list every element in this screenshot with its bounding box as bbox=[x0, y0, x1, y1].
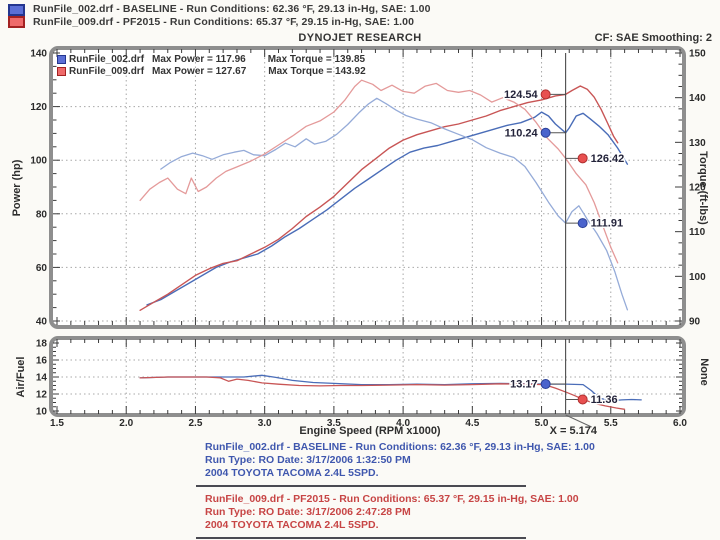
tick-label: 120 bbox=[689, 183, 706, 194]
tick-label: 12 bbox=[36, 390, 48, 401]
curve-pf2015_torque bbox=[139, 79, 619, 264]
curve-baseline_torque bbox=[160, 97, 629, 311]
curve-pf2015_af bbox=[139, 376, 626, 410]
chart-panel bbox=[49, 46, 686, 329]
callout-value-111.91: 111.91 bbox=[591, 218, 623, 230]
tick-label: 100 bbox=[689, 272, 706, 283]
callout-dot-11.36 bbox=[577, 394, 588, 405]
plot-legend-row-pf2015: RunFile_009.drf Max Power = 127.67 Max T… bbox=[57, 66, 366, 78]
brand-title: DYNOJET RESEARCH bbox=[298, 32, 422, 44]
baseline-swatch-icon bbox=[57, 55, 66, 65]
tick-label: 4.0 bbox=[396, 418, 410, 429]
tick-label: 140 bbox=[30, 49, 47, 60]
callout-value-124.54: 124.54 bbox=[504, 89, 539, 101]
tick-label: 90 bbox=[689, 317, 701, 328]
tick-label: 4.5 bbox=[465, 418, 479, 429]
curve-pf2015_power bbox=[139, 85, 619, 311]
tick-label: 18 bbox=[36, 339, 48, 350]
tick-label: 3.5 bbox=[327, 418, 341, 429]
tick-label: 130 bbox=[689, 138, 706, 149]
tick-label: 14 bbox=[36, 373, 48, 384]
tick-label: 60 bbox=[36, 263, 48, 274]
callout-value-110.24: 110.24 bbox=[505, 127, 539, 139]
correction-smoothing-label: CF: SAE Smoothing: 2 bbox=[594, 32, 712, 44]
tick-label: 3.0 bbox=[258, 418, 272, 429]
pf2015-info-line1: RunFile_009.drf - PF2015 - Run Condition… bbox=[205, 493, 579, 505]
callout-dot-110.24 bbox=[540, 127, 551, 138]
callout-dot-13.17 bbox=[540, 379, 551, 390]
footer-separator bbox=[196, 485, 526, 487]
callout-value-13.17: 13.17 bbox=[510, 379, 538, 391]
baseline-info-line3: 2004 TOYOTA TACOMA 2.4L 5SPD. bbox=[205, 467, 379, 479]
baseline-max-torque: Max Torque = 139.85 bbox=[267, 54, 366, 65]
tick-label: 1.5 bbox=[50, 418, 64, 429]
tick-label: 6.0 bbox=[673, 418, 687, 429]
tick-label: 140 bbox=[689, 93, 706, 104]
airfuel-axis-title: Air/Fuel bbox=[15, 356, 27, 398]
header-run-line-pf2015: RunFile_009.drf - PF2015 - Run Condition… bbox=[33, 16, 415, 28]
power-axis-title: Power (hp) bbox=[11, 159, 23, 217]
callout-value-11.36: 11.36 bbox=[591, 394, 618, 406]
baseline-color-swatch bbox=[8, 4, 25, 16]
tick-label: 80 bbox=[36, 209, 48, 220]
pf2015-info-line2: Run Type: RO Date: 3/17/2006 2:47:28 PM bbox=[205, 506, 411, 518]
pf2015-info-line3: 2004 TOYOTA TACOMA 2.4L 5SPD. bbox=[205, 519, 379, 531]
baseline-file: RunFile_002.drf bbox=[69, 54, 145, 65]
pf2015-file: RunFile_009.drf bbox=[69, 65, 145, 77]
footer-separator-2 bbox=[196, 537, 526, 539]
plot-legend: RunFile_002.drf Max Power = 117.96 Max T… bbox=[57, 54, 366, 77]
tick-label: 100 bbox=[30, 156, 47, 167]
tick-label: 40 bbox=[36, 317, 48, 328]
x-axis-title: Engine Speed (RPM x1000) bbox=[299, 425, 441, 437]
tick-label: 16 bbox=[36, 356, 48, 367]
none-axis-title: None bbox=[698, 358, 710, 386]
callout-dot-111.91 bbox=[577, 218, 588, 229]
pf2015-max-torque: Max Torque = 143.92 bbox=[268, 65, 366, 77]
plot-legend-row-baseline: RunFile_002.drf Max Power = 117.96 Max T… bbox=[57, 54, 366, 66]
tick-label: 110 bbox=[689, 227, 706, 238]
pf2015-color-swatch bbox=[8, 16, 25, 28]
tick-label: 2.5 bbox=[188, 418, 202, 429]
tick-label: 150 bbox=[689, 49, 706, 60]
tick-label: 5.0 bbox=[535, 418, 549, 429]
baseline-max-power: Max Power = 117.96 bbox=[152, 54, 246, 65]
tick-label: 5.5 bbox=[604, 418, 618, 429]
pf2015-swatch-icon bbox=[57, 66, 66, 76]
tick-label: 120 bbox=[30, 102, 47, 113]
callout-dot-126.42 bbox=[577, 153, 588, 164]
torque-axis-title: Torque (ft-lbs) bbox=[697, 151, 709, 225]
run-info-footer: RunFile_002.drf - BASELINE - Run Conditi… bbox=[196, 441, 595, 540]
baseline-info-line2: Run Type: RO Date: 3/17/2006 1:32:50 PM bbox=[205, 454, 411, 466]
callout-dot-124.54 bbox=[540, 89, 551, 100]
tick-label: 2.0 bbox=[119, 418, 133, 429]
baseline-info-line1: RunFile_002.drf - BASELINE - Run Conditi… bbox=[205, 441, 595, 453]
tick-label: 10 bbox=[36, 407, 48, 418]
header-run-line-baseline: RunFile_002.drf - BASELINE - Run Conditi… bbox=[33, 3, 431, 15]
pf2015-max-power: Max Power = 127.67 bbox=[152, 65, 247, 77]
callout-value-126.42: 126.42 bbox=[591, 153, 625, 165]
cursor-readout-connector bbox=[565, 414, 592, 428]
cursor-x-readout: X = 5.174 bbox=[549, 425, 597, 437]
